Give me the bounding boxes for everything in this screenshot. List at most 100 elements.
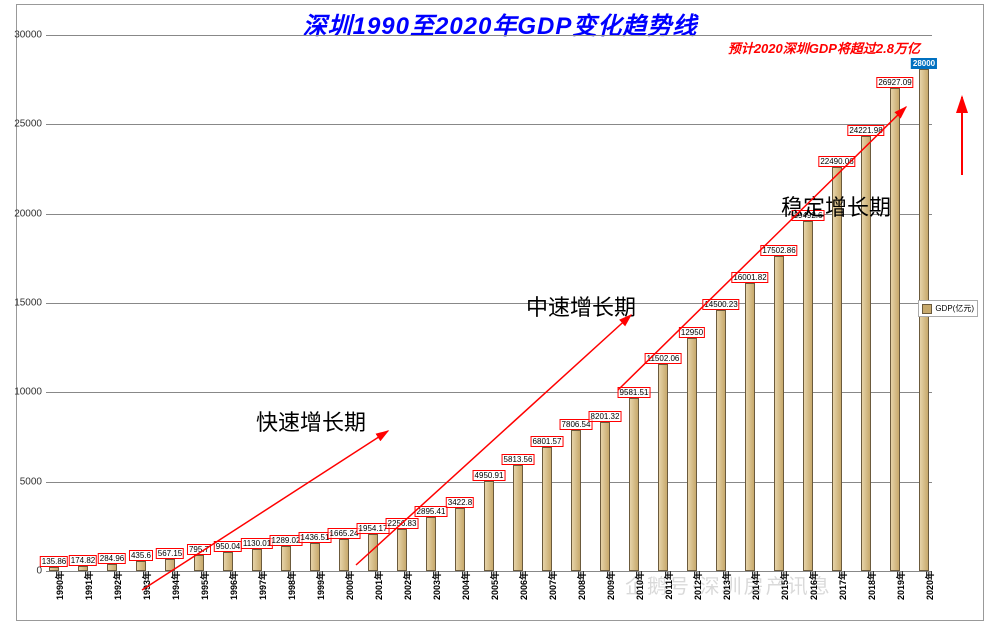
legend: GDP(亿元) — [918, 300, 978, 317]
bar: 17502.862015年 — [772, 35, 786, 571]
bar-value-label: 1954.17 — [357, 523, 390, 534]
bar: 129502012年 — [685, 35, 699, 571]
x-tick-label: 1997年 — [256, 571, 269, 600]
bar-fill — [513, 465, 523, 571]
bar: 435.61993年 — [134, 35, 148, 571]
bar: 795.71995年 — [192, 35, 206, 571]
bar-fill — [339, 539, 349, 571]
bar-value-label: 24221.98 — [847, 125, 884, 136]
plot-area: 050001000015000200002500030000 135.86199… — [46, 35, 932, 571]
bar-value-label: 7806.54 — [560, 419, 593, 430]
bar-value-label: 26927.09 — [876, 77, 913, 88]
bar: 19492.62016年 — [801, 35, 815, 571]
x-tick-label: 2007年 — [546, 571, 559, 600]
bar-value-label: 1436.51 — [299, 532, 332, 543]
bar-value-label: 6801.57 — [531, 436, 564, 447]
bar-value-label: 1130.01 — [241, 538, 273, 549]
bar-fill — [687, 338, 697, 571]
y-tick-label: 10000 — [14, 387, 42, 398]
annotation-label: 快速增长期 — [256, 405, 366, 437]
bar-fill — [252, 549, 262, 571]
bar-fill — [919, 69, 929, 571]
bar-value-label: 4950.91 — [473, 470, 506, 481]
bar: 1665.242000年 — [337, 35, 351, 571]
x-tick-label: 1992年 — [111, 571, 124, 600]
bar-fill — [426, 517, 436, 571]
bar: 26927.092019年 — [888, 35, 902, 571]
bar-value-label: 950.04 — [214, 541, 242, 552]
x-tick-label: 1999年 — [314, 571, 327, 600]
bar: 11502.062011年 — [656, 35, 670, 571]
bar-fill — [803, 221, 813, 571]
bar-fill — [455, 508, 465, 571]
bar: 1289.021998年 — [279, 35, 293, 571]
bar-value-label: 12950 — [679, 327, 705, 338]
bar: 3422.82004年 — [453, 35, 467, 571]
watermark: 企鹅号·深圳房产讯息 — [625, 570, 832, 599]
bar: 5813.562006年 — [511, 35, 525, 571]
y-tick-label: 5000 — [20, 476, 42, 487]
bar-value-label: 135.86 — [40, 556, 68, 567]
x-tick-label: 2017年 — [836, 571, 849, 600]
bar-fill — [484, 481, 494, 571]
x-tick-label: 2009年 — [604, 571, 617, 600]
bar: 1130.011997年 — [250, 35, 264, 571]
bar-fill — [600, 422, 610, 571]
x-tick-label: 2020年 — [923, 571, 936, 600]
bar-fill — [716, 310, 726, 571]
bar-value-label: 16001.82 — [731, 272, 768, 283]
x-tick-label: 2008年 — [575, 571, 588, 600]
x-tick-label: 2002年 — [401, 571, 414, 600]
bar-fill — [890, 88, 900, 571]
x-tick-label: 2000年 — [343, 571, 356, 600]
x-tick-label: 2004年 — [459, 571, 472, 600]
x-tick-label: 2019年 — [894, 571, 907, 600]
bar-value-label: 2256.83 — [386, 518, 419, 529]
bar: 567.151994年 — [163, 35, 177, 571]
bar-value-label: 3422.8 — [446, 497, 474, 508]
bar-value-label: 795.7 — [187, 544, 211, 555]
bar: 135.861990年 — [47, 35, 61, 571]
bar-fill — [832, 167, 842, 571]
x-tick-label: 1994年 — [169, 571, 182, 600]
bar-value-label: 8201.32 — [589, 411, 622, 422]
annotation-label: 中速增长期 — [526, 290, 636, 322]
bar-value-label: 1665.24 — [328, 528, 361, 539]
legend-label: GDP(亿元) — [935, 303, 974, 314]
bar-value-label: 1289.02 — [270, 535, 303, 546]
x-tick-label: 1991年 — [82, 571, 95, 600]
bar-value-label: 567.15 — [156, 548, 184, 559]
bar: 24221.982018年 — [859, 35, 873, 571]
bar-value-label: 11502.06 — [645, 353, 682, 364]
bar-fill — [397, 529, 407, 571]
bar-value-label: 435.6 — [129, 550, 153, 561]
y-tick-label: 30000 — [14, 30, 42, 41]
bar-fill — [223, 552, 233, 571]
chart-container: 深圳1990至2020年GDP变化趋势线 预计2020深圳GDP将超过2.8万亿… — [0, 0, 1000, 629]
bar-value-label: 2895.41 — [415, 506, 448, 517]
x-tick-label: 1996年 — [227, 571, 240, 600]
bar-fill — [165, 559, 175, 571]
bar-fill — [571, 430, 581, 571]
bar-value-label: 14500.23 — [702, 299, 739, 310]
x-tick-label: 1993年 — [140, 571, 153, 600]
bar-value-label: 9581.51 — [618, 387, 651, 398]
x-tick-label: 2006年 — [517, 571, 530, 600]
bar: 4950.912005年 — [482, 35, 496, 571]
x-tick-label: 1995年 — [198, 571, 211, 600]
bar-fill — [310, 543, 320, 571]
x-tick-label: 2001年 — [372, 571, 385, 600]
bar-value-label: 28000 — [911, 58, 937, 69]
y-tick-label: 25000 — [14, 119, 42, 130]
bar: 950.041996年 — [221, 35, 235, 571]
bar-fill — [107, 564, 117, 571]
x-tick-label: 2003年 — [430, 571, 443, 600]
x-tick-label: 1998年 — [285, 571, 298, 600]
y-tick-label: 20000 — [14, 208, 42, 219]
x-tick-label: 2018年 — [865, 571, 878, 600]
bar-fill — [368, 534, 378, 571]
bar-fill — [658, 364, 668, 572]
bar-value-label: 17502.86 — [760, 245, 797, 256]
bar-fill — [629, 398, 639, 571]
legend-swatch — [922, 304, 932, 314]
